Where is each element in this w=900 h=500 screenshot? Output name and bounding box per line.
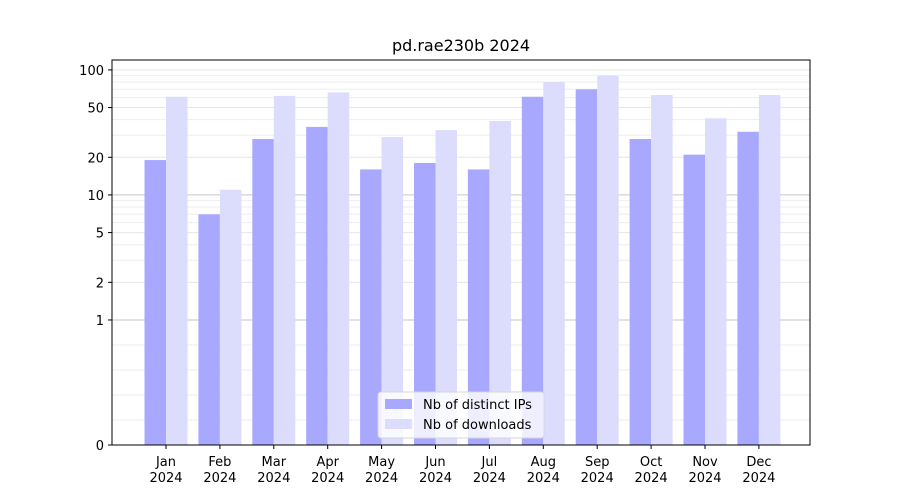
legend-label: Nb of downloads bbox=[423, 418, 532, 433]
bar-distinct-ips bbox=[198, 214, 220, 445]
x-tick-label: Mar 2024 bbox=[257, 455, 290, 486]
bar-downloads bbox=[435, 130, 457, 445]
legend-label: Nb of distinct IPs bbox=[423, 398, 532, 413]
y-tick-label: 1 bbox=[96, 314, 104, 329]
x-tick-label: Oct 2024 bbox=[635, 455, 668, 486]
bar-downloads bbox=[651, 94, 673, 446]
bar-distinct-ips bbox=[360, 169, 382, 445]
x-tick-label: Dec 2024 bbox=[742, 455, 775, 486]
bar-distinct-ips bbox=[306, 126, 328, 446]
bar-distinct-ips bbox=[252, 139, 274, 445]
x-tick-label: Apr 2024 bbox=[311, 455, 344, 486]
bar-downloads bbox=[219, 189, 242, 445]
x-tick-label: Sep 2024 bbox=[581, 455, 614, 486]
bar-distinct-ips bbox=[414, 163, 436, 445]
legend-box bbox=[377, 391, 545, 439]
bar-downloads bbox=[166, 96, 188, 445]
y-axis: 0 1 2 5 10 20 50 100 bbox=[79, 64, 112, 454]
y-tick-label: 50 bbox=[87, 102, 104, 117]
bar-downloads bbox=[327, 92, 350, 446]
bar-distinct-ips bbox=[737, 131, 759, 445]
bar-distinct-ips bbox=[521, 96, 544, 445]
legend-swatch bbox=[385, 399, 412, 409]
x-tick-label: Jun 2024 bbox=[419, 455, 452, 486]
bar-downloads bbox=[543, 82, 565, 445]
y-tick-label: 5 bbox=[96, 227, 104, 242]
bar-distinct-ips bbox=[144, 160, 166, 445]
x-tick-label: Feb 2024 bbox=[203, 455, 236, 486]
x-axis: Jan 2024 Feb 2024 Mar 2024 Apr 2024 May 2024 Jun 20… bbox=[149, 445, 775, 486]
x-tick-label: May 2024 bbox=[365, 455, 398, 486]
y-tick-label: 0 bbox=[96, 439, 104, 454]
bar-downloads bbox=[273, 95, 296, 446]
plot-frame bbox=[111, 59, 811, 446]
bar-downloads bbox=[489, 121, 511, 446]
legend: Nb of distinct IPs Nb of downloads bbox=[377, 391, 545, 439]
y-tick-label: 10 bbox=[87, 189, 104, 204]
y-tick-label: 20 bbox=[87, 151, 104, 166]
bar-downloads bbox=[705, 118, 727, 445]
bar-downloads bbox=[597, 75, 619, 446]
bar-downloads bbox=[758, 94, 781, 446]
legend-swatch bbox=[385, 419, 412, 429]
x-tick-label: Nov 2024 bbox=[688, 455, 721, 486]
bar-distinct-ips bbox=[467, 169, 490, 445]
y-tick-label: 2 bbox=[96, 276, 104, 291]
y-tick-label: 100 bbox=[79, 64, 104, 79]
bar-distinct-ips bbox=[683, 154, 705, 446]
x-tick-label: Aug 2024 bbox=[527, 455, 560, 486]
x-tick-label: Jan 2024 bbox=[149, 455, 182, 486]
x-tick-label: Jul 2024 bbox=[473, 455, 506, 486]
bar-distinct-ips bbox=[575, 89, 598, 445]
bar-downloads bbox=[381, 137, 404, 445]
bars bbox=[144, 75, 781, 446]
bar-distinct-ips bbox=[629, 139, 652, 445]
chart-title: pd.rae230b 2024 bbox=[392, 36, 530, 55]
